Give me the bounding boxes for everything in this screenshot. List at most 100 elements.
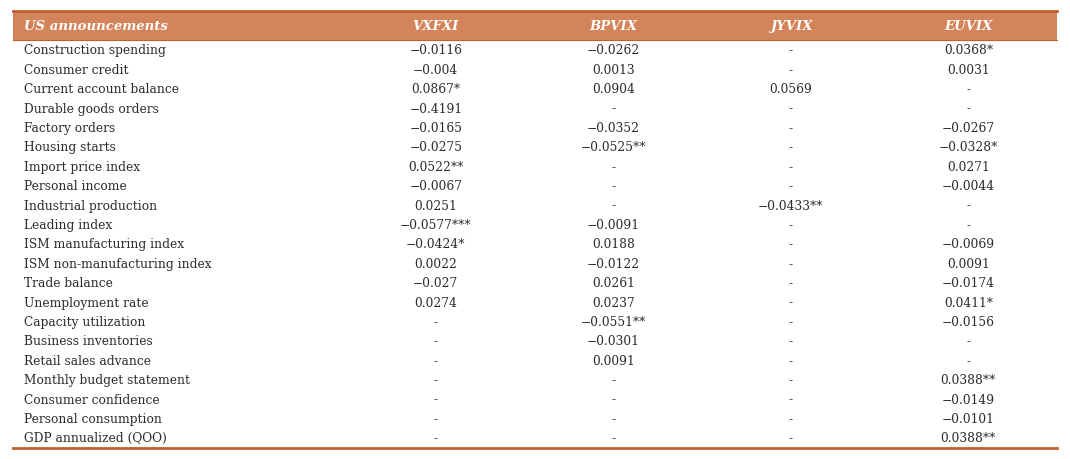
Text: Current account balance: Current account balance <box>24 83 179 96</box>
Bar <box>13 11 1057 41</box>
Text: -: - <box>433 335 438 347</box>
Text: 0.0251: 0.0251 <box>414 199 457 212</box>
Text: Durable goods orders: Durable goods orders <box>24 102 158 115</box>
Text: -: - <box>611 431 615 444</box>
Text: JYVIX: JYVIX <box>769 20 812 33</box>
Text: -: - <box>789 180 793 193</box>
Text: −0.0328*: −0.0328* <box>938 141 998 154</box>
Text: -: - <box>966 83 970 96</box>
Text: -: - <box>966 218 970 231</box>
Text: -: - <box>611 180 615 193</box>
Text: -: - <box>611 199 615 212</box>
Text: -: - <box>789 392 793 406</box>
Text: -: - <box>789 296 793 309</box>
Text: −0.0149: −0.0149 <box>942 392 995 406</box>
Text: Leading index: Leading index <box>24 218 111 231</box>
Text: 0.0031: 0.0031 <box>947 64 990 77</box>
Text: 0.0022: 0.0022 <box>414 257 457 270</box>
Text: -: - <box>611 161 615 174</box>
Text: -: - <box>966 102 970 115</box>
Text: Factory orders: Factory orders <box>24 122 114 134</box>
Text: -: - <box>611 373 615 386</box>
Text: −0.0044: −0.0044 <box>942 180 995 193</box>
Text: -: - <box>789 431 793 444</box>
Bar <box>13 351 1057 370</box>
Text: −0.0101: −0.0101 <box>942 412 995 425</box>
Bar <box>13 61 1057 80</box>
Text: Construction spending: Construction spending <box>24 45 166 57</box>
Bar <box>13 177 1057 196</box>
Text: Personal consumption: Personal consumption <box>24 412 162 425</box>
Text: -: - <box>789 122 793 134</box>
Text: −0.0174: −0.0174 <box>942 276 995 290</box>
Text: -: - <box>433 354 438 367</box>
Text: VXFXI: VXFXI <box>413 20 459 33</box>
Bar <box>13 312 1057 331</box>
Text: -: - <box>789 161 793 174</box>
Text: −0.0156: −0.0156 <box>942 315 995 328</box>
Text: −0.0091: −0.0091 <box>586 218 640 231</box>
Text: Housing starts: Housing starts <box>24 141 116 154</box>
Text: 0.0368*: 0.0368* <box>944 45 993 57</box>
Bar <box>13 80 1057 99</box>
Text: -: - <box>433 431 438 444</box>
Bar <box>13 196 1057 215</box>
Text: Capacity utilization: Capacity utilization <box>24 315 144 328</box>
Bar <box>13 99 1057 118</box>
Text: −0.0122: −0.0122 <box>586 257 640 270</box>
Bar <box>13 254 1057 274</box>
Bar <box>13 409 1057 428</box>
Text: GDP annualized (QOO): GDP annualized (QOO) <box>24 431 167 444</box>
Text: -: - <box>789 64 793 77</box>
Text: −0.0433**: −0.0433** <box>759 199 824 212</box>
Text: -: - <box>966 335 970 347</box>
Text: Personal income: Personal income <box>24 180 126 193</box>
Bar <box>13 157 1057 177</box>
Text: -: - <box>789 218 793 231</box>
Text: 0.0237: 0.0237 <box>592 296 635 309</box>
Text: 0.0867*: 0.0867* <box>411 83 460 96</box>
Text: 0.0411*: 0.0411* <box>944 296 993 309</box>
Text: 0.0261: 0.0261 <box>592 276 635 290</box>
Bar <box>13 118 1057 138</box>
Text: −0.0116: −0.0116 <box>410 45 462 57</box>
Bar <box>13 293 1057 312</box>
Text: −0.0577***: −0.0577*** <box>400 218 472 231</box>
Text: −0.027: −0.027 <box>413 276 458 290</box>
Text: -: - <box>789 335 793 347</box>
Text: -: - <box>966 354 970 367</box>
Text: 0.0522**: 0.0522** <box>408 161 463 174</box>
Text: -: - <box>789 45 793 57</box>
Text: -: - <box>433 412 438 425</box>
Text: -: - <box>433 315 438 328</box>
Text: Retail sales advance: Retail sales advance <box>24 354 151 367</box>
Text: -: - <box>611 102 615 115</box>
Text: −0.0275: −0.0275 <box>410 141 462 154</box>
Bar <box>13 370 1057 390</box>
Text: Industrial production: Industrial production <box>24 199 156 212</box>
Text: −0.0267: −0.0267 <box>942 122 995 134</box>
Text: Consumer credit: Consumer credit <box>24 64 128 77</box>
Text: −0.0424*: −0.0424* <box>406 238 465 251</box>
Text: -: - <box>966 199 970 212</box>
Bar <box>13 331 1057 351</box>
Text: Monthly budget statement: Monthly budget statement <box>24 373 189 386</box>
Bar <box>13 138 1057 157</box>
Text: -: - <box>611 412 615 425</box>
Bar <box>13 390 1057 409</box>
Bar <box>13 235 1057 254</box>
Text: 0.0904: 0.0904 <box>592 83 635 96</box>
Text: -: - <box>789 315 793 328</box>
Text: -: - <box>433 392 438 406</box>
Text: 0.0388**: 0.0388** <box>941 431 996 444</box>
Text: 0.0388**: 0.0388** <box>941 373 996 386</box>
Text: −0.004: −0.004 <box>413 64 458 77</box>
Text: -: - <box>611 392 615 406</box>
Text: Business inventories: Business inventories <box>24 335 152 347</box>
Text: 0.0274: 0.0274 <box>414 296 457 309</box>
Text: Import price index: Import price index <box>24 161 140 174</box>
Bar <box>13 274 1057 293</box>
Text: -: - <box>789 257 793 270</box>
Text: Consumer confidence: Consumer confidence <box>24 392 159 406</box>
Text: US announcements: US announcements <box>24 20 167 33</box>
